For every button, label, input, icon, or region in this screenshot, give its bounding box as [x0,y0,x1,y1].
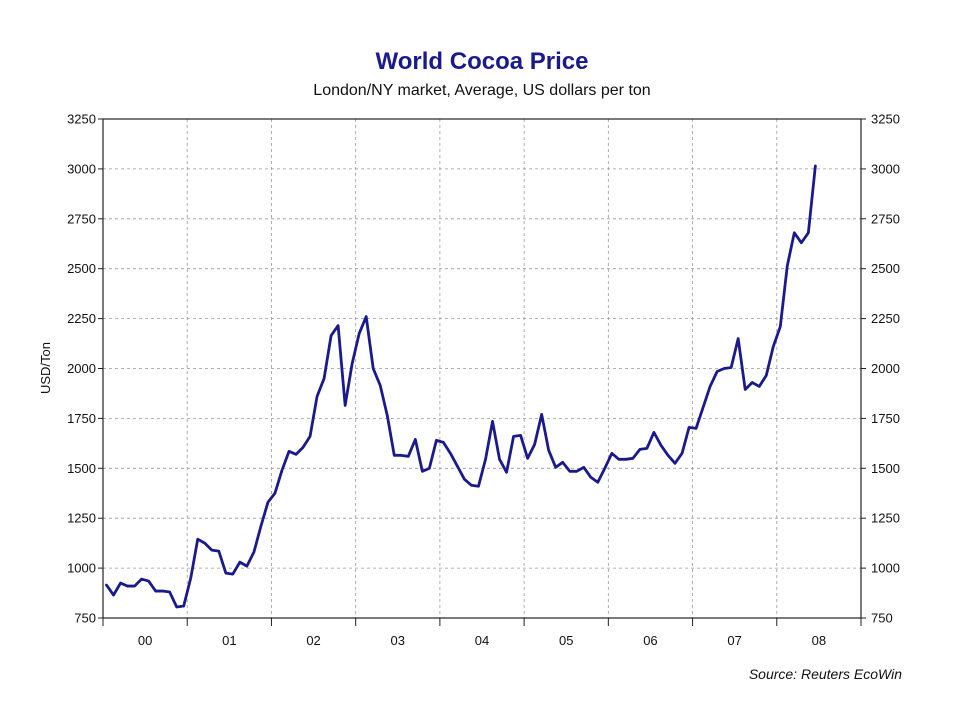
left-y-tick-label: 2750 [67,211,96,226]
left-y-tick-label: 1750 [67,411,96,426]
left-y-tick-label: 3250 [67,112,96,127]
right-y-tick-label: 2250 [871,311,900,326]
left-y-tick-label: 1250 [67,511,96,526]
left-y-tick-label: 1000 [67,561,96,576]
right-y-tick-label: 750 [871,611,893,626]
x-tick-label: 05 [559,633,573,648]
right-y-tick-label: 3000 [871,161,900,176]
right-y-tick-label: 2750 [871,211,900,226]
right-y-tick-label: 3250 [871,112,900,127]
left-y-tick-label: 2500 [67,261,96,276]
x-tick-label: 06 [643,633,657,648]
right-y-tick-label: 1750 [871,411,900,426]
x-tick-label: 07 [727,633,741,648]
x-tick-label: 03 [391,633,405,648]
right-y-tick-label: 1250 [871,511,900,526]
x-tick-label: 02 [306,633,320,648]
left-y-tick-label: 750 [74,611,96,626]
right-y-tick-label: 1000 [871,561,900,576]
series-line [105,164,817,609]
left-y-axis: 750 1000 1250 1500 1750 2000 2250 2500 2750 3000 3… [67,112,103,626]
right-y-tick-label: 2000 [871,361,900,376]
left-y-tick-label: 2000 [67,361,96,376]
grid-lines [103,119,861,618]
chart-title: World Cocoa Price [375,48,589,75]
x-tick-label: 01 [222,633,236,648]
right-y-axis: 750 1000 1250 1500 1750 2000 2250 2500 2750 3000 3… [861,112,900,626]
series-layer [105,164,817,609]
x-tick-label: 04 [475,633,489,648]
chart-subtitle: London/NY market, Average, US dollars pe… [313,82,651,99]
right-y-tick-label: 1500 [871,461,900,476]
x-axis: 00 01 02 03 04 05 06 07 08 [102,618,862,648]
y-axis-title: USD/Ton [38,342,53,394]
x-tick-label: 00 [138,633,152,648]
left-y-tick-label: 1500 [67,461,96,476]
left-y-tick-label: 3000 [67,161,96,176]
right-y-tick-label: 2500 [871,261,900,276]
left-y-tick-label: 2250 [67,311,96,326]
source-note: Source: Reuters EcoWin [748,666,902,682]
x-tick-label: 08 [812,633,826,648]
